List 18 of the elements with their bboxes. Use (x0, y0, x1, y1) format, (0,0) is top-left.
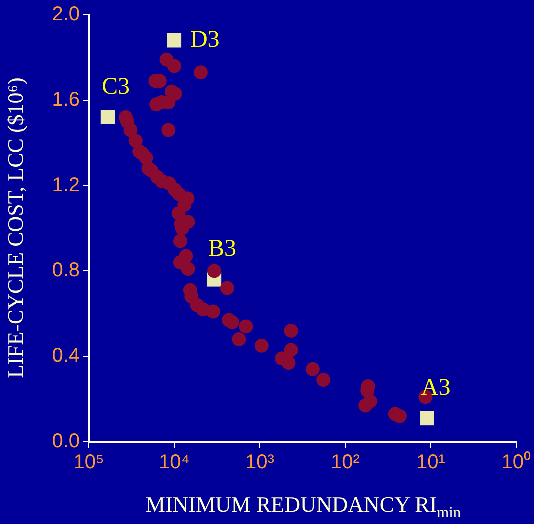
y-tick-label: 0.8 (52, 260, 80, 282)
y-tick-label: 2.0 (52, 4, 80, 26)
x-tick-label: 10⁴ (159, 452, 190, 474)
y-tick-label: 0.0 (52, 430, 80, 453)
x-tick-label: 10¹ (416, 452, 446, 474)
annotation: D3 (190, 26, 220, 53)
y-tick-label: 0.4 (52, 345, 80, 368)
x-tick-label: 10³ (246, 452, 275, 474)
x-tick-label: 10⁰ (502, 450, 531, 474)
annotation: B3 (208, 236, 237, 262)
y-tick-label: 1.2 (52, 174, 80, 196)
y-axis-title: LIFE-CYCLE COST, LCC ($10⁶) (3, 78, 29, 378)
x-axis-title: MINIMUM REDUNDANCY RI$_{min}$ (144, 492, 462, 522)
annotation: A3 (421, 374, 451, 401)
y-tick-label: 1.6 (52, 88, 80, 111)
x-tick-label: 10⁵ (74, 452, 104, 474)
annotation: C3 (102, 74, 130, 100)
x-tick-label: 10² (330, 452, 360, 474)
